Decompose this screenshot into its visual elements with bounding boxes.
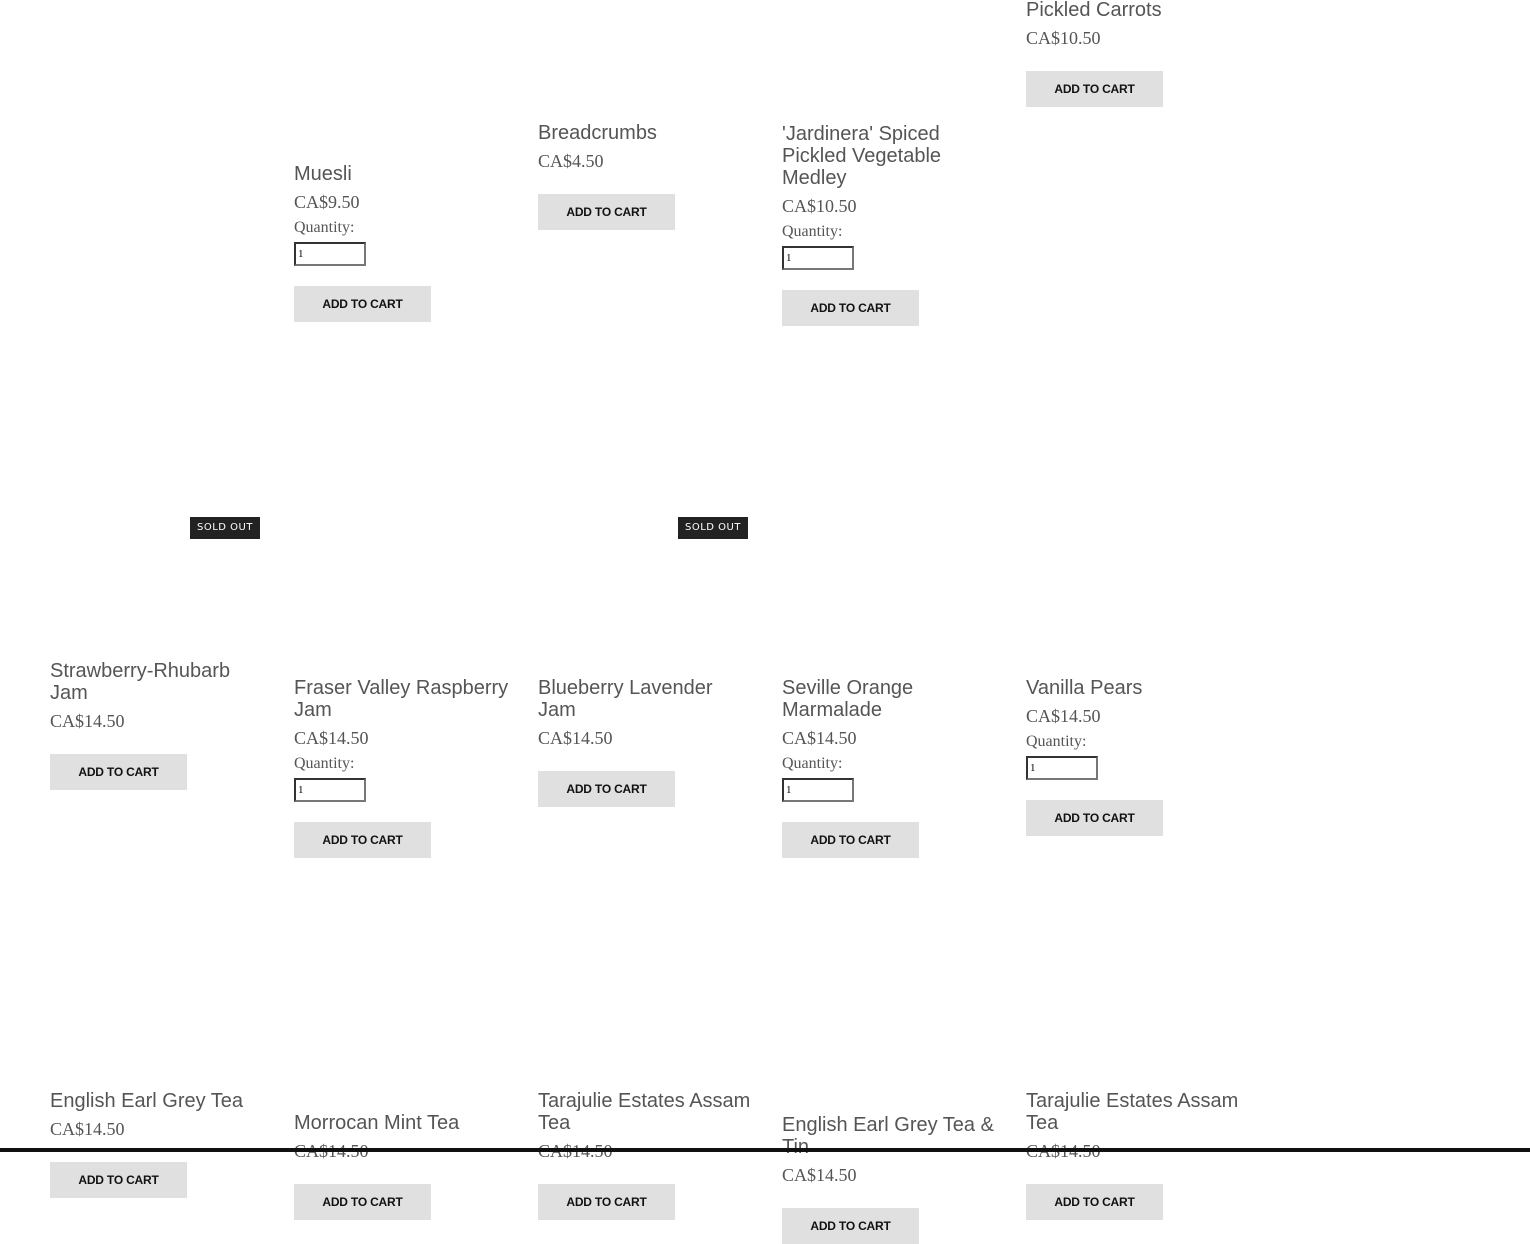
product-title[interactable]: 'Jardinera' Spiced Pickled Vegetable Med… — [782, 123, 942, 189]
add-to-cart-button[interactable]: ADD TO CART — [294, 286, 431, 322]
sold-out-badge: SOLD OUT — [190, 517, 260, 539]
product-card: Vanilla Pears CA$14.50 Quantity: ADD TO C… — [1026, 677, 1241, 836]
product-card: English Earl Grey Tea & Tin CA$14.50 ADD … — [782, 1114, 997, 1244]
add-to-cart-button[interactable]: ADD TO CART — [538, 771, 675, 807]
quantity-input[interactable] — [1026, 756, 1098, 780]
add-to-cart-button[interactable]: ADD TO CART — [1026, 1184, 1163, 1220]
product-card: Tarajulie Estates Assam Tea CA$14.50ADD … — [538, 1090, 753, 1220]
product-card: Muesli CA$9.50 Quantity: ADD TO CART — [294, 163, 509, 322]
bottom-bar — [0, 1148, 1530, 1152]
add-to-cart-button[interactable]: ADD TO CART — [782, 290, 919, 326]
add-to-cart-button[interactable]: ADD TO CART — [1026, 71, 1163, 107]
quantity-input[interactable] — [782, 246, 854, 270]
add-to-cart-button[interactable]: ADD TO CART — [50, 1162, 187, 1198]
quantity-label: Quantity: — [294, 219, 355, 236]
add-to-cart-button[interactable]: ADD TO CART — [538, 1184, 675, 1220]
product-title[interactable]: Fraser Valley Raspberry Jam — [294, 677, 509, 721]
add-to-cart-button[interactable]: ADD TO CART — [1026, 800, 1163, 836]
product-card: Fraser Valley Raspberry Jam CA$14.50 Quan… — [294, 677, 509, 858]
product-price: CA$14.50 — [1026, 706, 1101, 726]
product-card: English Earl Grey Tea CA$14.50 ADD TO CAR… — [50, 1090, 265, 1198]
product-price: CA$4.50 — [538, 151, 604, 171]
add-to-cart-button[interactable]: ADD TO CART — [294, 822, 431, 858]
quantity-label: Quantity: — [782, 223, 843, 240]
quantity-label: Quantity: — [294, 755, 355, 772]
add-to-cart-button[interactable]: ADD TO CART — [782, 822, 919, 858]
add-to-cart-button[interactable]: ADD TO CART — [538, 194, 675, 230]
product-title[interactable]: Vanilla Pears — [1026, 677, 1143, 699]
product-card: Breadcrumbs CA$4.50 ADD TO CART — [538, 122, 753, 230]
product-title[interactable]: Strawberry-Rhubarb Jam — [50, 660, 231, 704]
product-card: Blueberry Lavender Jam CA$14.50 ADD TO CA… — [538, 677, 753, 807]
product-title[interactable]: Morrocan Mint Tea — [294, 1112, 460, 1134]
product-price: CA$14.50 — [50, 1119, 125, 1139]
product-title[interactable]: Tarajulie Estates Assam Tea — [538, 1090, 751, 1134]
product-price: CA$9.50 — [294, 192, 360, 212]
add-to-cart-button[interactable]: ADD TO CART — [50, 754, 187, 790]
product-price: CA$14.50 — [782, 1165, 857, 1185]
quantity-label: Quantity: — [782, 755, 843, 772]
product-title[interactable]: Seville Orange Marmalade — [782, 677, 914, 721]
product-card: 'Jardinera' Spiced Pickled Vegetable Med… — [782, 123, 997, 326]
quantity-input[interactable] — [294, 778, 366, 802]
quantity-label: Quantity: — [1026, 733, 1087, 750]
product-card: Tarajulie Estates Assam Tea CA$14.50ADD … — [1026, 1090, 1241, 1220]
product-title[interactable]: Pickled Carrots — [1026, 0, 1162, 21]
product-card: Seville Orange Marmalade CA$14.50 Quantit… — [782, 677, 997, 858]
product-title[interactable]: Muesli — [294, 163, 352, 185]
sold-out-badge: SOLD OUT — [678, 517, 748, 539]
product-card: Pickled Carrots CA$10.50 ADD TO CART — [1026, 0, 1241, 107]
product-title[interactable]: Tarajulie Estates Assam Tea — [1026, 1090, 1239, 1134]
quantity-input[interactable] — [294, 242, 366, 266]
add-to-cart-button[interactable]: ADD TO CART — [294, 1184, 431, 1220]
product-price: CA$14.50 — [50, 711, 125, 731]
product-card: Strawberry-Rhubarb Jam CA$14.50 ADD TO CA… — [50, 660, 265, 790]
product-title[interactable]: Breadcrumbs — [538, 122, 657, 144]
product-price: CA$14.50 — [294, 728, 369, 748]
add-to-cart-button[interactable]: ADD TO CART — [782, 1208, 919, 1244]
quantity-input[interactable] — [782, 778, 854, 802]
product-price: CA$10.50 — [782, 196, 857, 216]
product-price: CA$14.50 — [782, 728, 857, 748]
product-price: CA$10.50 — [1026, 28, 1101, 48]
product-price: CA$14.50 — [538, 728, 613, 748]
product-title[interactable]: English Earl Grey Tea — [50, 1090, 244, 1112]
product-title[interactable]: Blueberry Lavender Jam — [538, 677, 713, 721]
